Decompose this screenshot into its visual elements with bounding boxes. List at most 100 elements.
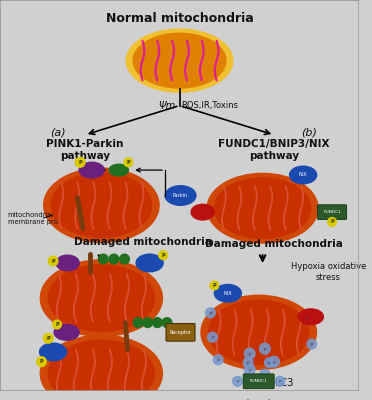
Circle shape [264,395,274,400]
Ellipse shape [54,324,79,340]
Ellipse shape [44,168,159,242]
Text: p: p [264,347,266,351]
Circle shape [109,254,119,264]
Circle shape [269,356,279,367]
Circle shape [153,318,162,328]
Text: P: P [126,160,130,165]
Ellipse shape [79,162,104,178]
Circle shape [260,343,270,354]
Text: p: p [268,398,270,400]
Circle shape [264,358,274,368]
FancyBboxPatch shape [166,324,195,341]
Text: Ψm: Ψm [158,100,176,110]
Text: FUNDC1/BNIP3/NIX
pathway: FUNDC1/BNIP3/NIX pathway [218,139,330,161]
Text: PINK1-Parkin
pathway: PINK1-Parkin pathway [46,139,124,161]
Circle shape [275,376,285,386]
Text: p: p [247,398,249,400]
Ellipse shape [51,173,151,238]
FancyBboxPatch shape [318,205,347,220]
Circle shape [232,376,242,386]
Text: LC3: LC3 [275,378,294,388]
Circle shape [75,157,85,167]
Circle shape [162,318,172,328]
Circle shape [302,313,312,322]
Circle shape [208,332,217,342]
Text: p: p [273,360,275,364]
Circle shape [143,318,153,328]
Circle shape [206,308,215,318]
Text: (a): (a) [50,127,66,137]
Ellipse shape [298,309,323,324]
Ellipse shape [39,343,67,361]
Ellipse shape [40,260,163,336]
Text: p: p [306,316,308,320]
Text: FUNDC1: FUNDC1 [323,210,341,214]
Text: Parkin: Parkin [173,193,188,198]
FancyBboxPatch shape [243,374,274,388]
Text: (b): (b) [301,127,317,137]
Text: P: P [161,253,165,258]
Text: p: p [247,361,249,365]
Ellipse shape [207,173,318,243]
Circle shape [124,158,133,167]
Ellipse shape [136,254,163,272]
Text: mitochondrial
membrane protein: mitochondrial membrane protein [8,212,70,226]
Text: P: P [212,283,216,288]
Ellipse shape [133,33,226,88]
Text: FUNDC1: FUNDC1 [250,379,267,383]
Circle shape [44,333,53,343]
Circle shape [99,254,108,264]
Ellipse shape [109,164,128,176]
Ellipse shape [209,300,309,365]
Text: Damaged mitochondria: Damaged mitochondria [205,238,343,248]
Circle shape [133,318,143,328]
Circle shape [214,355,223,365]
Ellipse shape [214,178,311,238]
Ellipse shape [48,340,154,400]
Text: P: P [46,336,50,341]
Circle shape [328,218,336,226]
Ellipse shape [201,295,317,370]
Circle shape [120,254,129,264]
Text: Hypoxia oxidative
stress: Hypoxia oxidative stress [291,262,366,282]
Ellipse shape [165,186,196,205]
Text: Damaged mitochondria: Damaged mitochondria [74,236,212,246]
Text: P: P [78,160,82,165]
Text: Receptor: Receptor [170,330,192,335]
Circle shape [52,320,61,329]
Ellipse shape [126,29,233,92]
Text: P: P [40,359,43,364]
Circle shape [244,364,255,375]
Text: p: p [236,379,239,383]
Text: P: P [55,322,59,327]
Text: p: p [268,361,270,365]
Text: ROS,IR,Toxins: ROS,IR,Toxins [182,101,238,110]
Circle shape [260,369,270,380]
Text: p: p [217,358,219,362]
Ellipse shape [290,166,317,184]
Ellipse shape [48,265,154,331]
Text: p: p [264,373,266,377]
Circle shape [244,348,255,359]
Text: p: p [311,342,313,346]
Circle shape [159,251,167,260]
Text: p: p [211,335,214,339]
Text: p: p [279,379,281,383]
Circle shape [48,256,58,266]
Text: p: p [209,311,212,315]
Circle shape [243,358,253,368]
Ellipse shape [191,204,214,220]
Circle shape [307,339,317,349]
Text: NIX: NIX [224,291,232,296]
Circle shape [37,357,46,366]
Text: p: p [248,368,251,372]
Circle shape [210,281,219,290]
Ellipse shape [214,284,241,302]
Circle shape [243,395,253,400]
Text: Normal mitochondria: Normal mitochondria [106,12,253,25]
Text: p: p [248,352,251,356]
Ellipse shape [40,335,163,400]
Text: NIX: NIX [299,172,307,178]
Text: P: P [330,220,334,224]
Ellipse shape [56,255,79,271]
